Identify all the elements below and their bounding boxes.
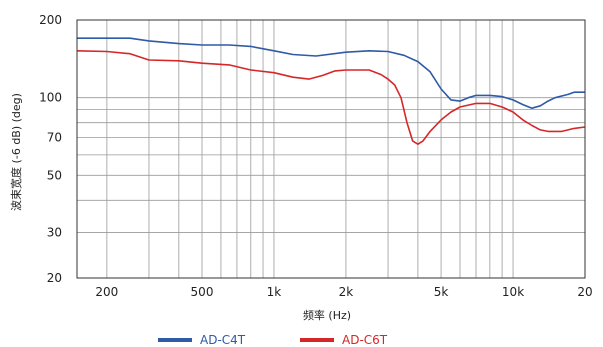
x-tick-label: 200 [95,285,118,299]
x-tick-labels: 200 500 1k 2k 5k 10k 20 [95,285,592,299]
x-axis-title: 频率 (Hz) [303,308,351,322]
y-tick-label: 50 [47,168,62,182]
y-axis-title: 波束宽度 (-6 dB) (deg) [9,93,23,211]
y-tick-label: 30 [47,226,62,240]
y-tick-label: 100 [39,91,62,105]
series-line-2 [76,50,586,145]
y-tick-label: 70 [47,131,62,145]
legend-label-1: AD-C4T [200,333,246,347]
legend: AD-C4T AD-C6T [158,333,388,347]
plot-frame [76,19,586,279]
y-tick-label: 200 [39,13,62,27]
x-tick-label: 20 [577,285,592,299]
x-tick-label: 10k [502,285,524,299]
x-tick-label: 5k [434,285,449,299]
x-tick-label: 2k [339,285,354,299]
legend-label-2: AD-C6T [342,333,388,347]
plot-grid [77,20,585,278]
x-tick-label: 500 [191,285,214,299]
y-tick-labels: 20 30 50 70 100 200 [39,13,62,285]
y-tick-label: 20 [47,271,62,285]
series-line-1 [77,37,585,109]
x-tick-label: 1k [267,285,282,299]
plot-series [76,37,586,145]
